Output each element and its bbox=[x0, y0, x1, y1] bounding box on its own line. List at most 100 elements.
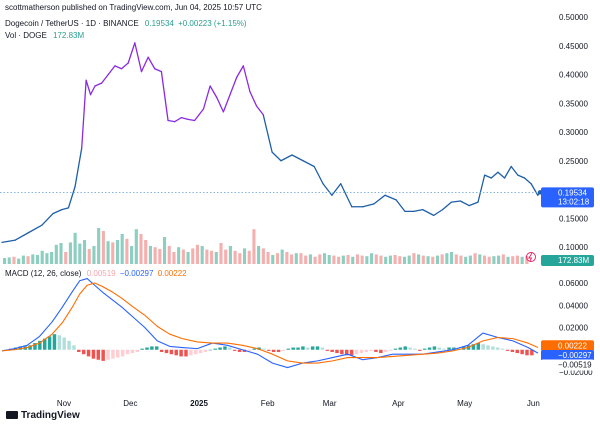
price-axis-tick: 0.45000 bbox=[559, 42, 588, 51]
volume-bar bbox=[525, 256, 529, 264]
last-price-badge-text: 0.19534 bbox=[558, 188, 587, 197]
price-line-segment bbox=[384, 194, 397, 201]
macd-legend[interactable]: MACD (12, 26, close) 0.00519 −0.00297 0.… bbox=[5, 270, 187, 278]
volume-bar bbox=[294, 253, 298, 264]
macd-histogram-bar bbox=[422, 348, 427, 350]
volume-bar bbox=[459, 255, 463, 264]
macd-histogram-bar bbox=[57, 335, 62, 350]
time-axis-tick: Nov bbox=[57, 399, 71, 408]
macd-histogram-bar bbox=[135, 349, 140, 352]
volume-bar bbox=[355, 254, 360, 264]
price-line-segment bbox=[422, 208, 435, 217]
volume-label: Vol · DOGE bbox=[5, 31, 47, 40]
volume-bar bbox=[421, 255, 425, 264]
macd-histogram-bar bbox=[252, 348, 256, 350]
macd-histogram-bar bbox=[174, 349, 178, 356]
volume-bar bbox=[21, 255, 25, 264]
macd-histogram-bar bbox=[38, 340, 42, 350]
time-axis-tick: 2025 bbox=[190, 399, 208, 408]
volume-badge-box bbox=[541, 255, 594, 266]
price-line-segment bbox=[85, 79, 92, 96]
volume-bar bbox=[271, 255, 275, 264]
price-line-segment bbox=[114, 65, 123, 70]
time-axis-tick: Mar bbox=[323, 399, 337, 408]
macd-axis-tick: −0.02000 bbox=[559, 368, 593, 377]
volume-bar bbox=[407, 255, 411, 264]
volume-bar bbox=[261, 248, 265, 264]
lightning-icon bbox=[526, 252, 536, 262]
price-axis-tick: 0.30000 bbox=[559, 128, 588, 137]
price-axis-tick: 0.10000 bbox=[559, 243, 588, 252]
volume-bar bbox=[219, 243, 223, 264]
macd-histogram-bar bbox=[164, 349, 169, 354]
volume-bar bbox=[412, 253, 416, 264]
volume-bar bbox=[242, 248, 247, 264]
volume-bar bbox=[158, 249, 162, 264]
macd-histogram-bar bbox=[179, 349, 183, 357]
macd-histogram-bar bbox=[388, 349, 393, 351]
macd-histogram-bar bbox=[237, 349, 242, 352]
volume-bar bbox=[313, 256, 317, 264]
macd-histogram-bar bbox=[91, 349, 96, 359]
price-line-segment bbox=[459, 200, 470, 207]
macd-histogram-bar bbox=[418, 349, 422, 351]
macd-line bbox=[1, 277, 539, 369]
volume-bar bbox=[360, 255, 364, 264]
price-line-segment bbox=[140, 56, 149, 73]
macd-histogram-bar bbox=[18, 346, 23, 350]
macd-histogram-bar bbox=[145, 347, 149, 350]
volume-bar bbox=[186, 252, 190, 264]
macd-histogram-bar bbox=[81, 349, 86, 355]
macd-histogram-bar bbox=[520, 349, 524, 355]
time-axis-tick: May bbox=[457, 399, 472, 408]
price-line-segment bbox=[271, 151, 282, 162]
macd-histogram-bar bbox=[413, 348, 417, 350]
macd-histogram-bar bbox=[116, 349, 120, 358]
macd-histogram-bar bbox=[198, 349, 203, 354]
macd-histogram-bar bbox=[130, 349, 135, 354]
macd-value: −0.00297 bbox=[119, 269, 154, 278]
time-axis-tick: Dec bbox=[123, 399, 137, 408]
price-axis-tick: 0.50000 bbox=[559, 13, 588, 22]
volume-bar bbox=[322, 253, 327, 264]
volume-legend[interactable]: Vol · DOGE 172.83M bbox=[5, 32, 84, 40]
volume-bar bbox=[40, 250, 44, 264]
price-line-segment bbox=[216, 96, 225, 113]
macd-histogram-bar bbox=[349, 349, 354, 356]
tradingview-logo[interactable]: TradingView bbox=[6, 411, 80, 421]
volume-bar bbox=[26, 256, 30, 264]
macd-histogram-bar bbox=[155, 346, 159, 350]
price-line-segment bbox=[120, 62, 129, 70]
volume-bar bbox=[87, 249, 91, 264]
symbol-legend[interactable]: Dogecoin / TetherUS · 1D · BINANCE 0.195… bbox=[5, 20, 247, 28]
volume-bar bbox=[370, 253, 374, 264]
macd-histogram-bar bbox=[47, 336, 52, 350]
volume-bar bbox=[257, 246, 261, 264]
volume-bar bbox=[111, 242, 115, 264]
volume-bar bbox=[31, 254, 35, 264]
macd-histogram-bar bbox=[374, 349, 378, 352]
macd-histogram-bar bbox=[262, 348, 266, 350]
macd-axis-tick: 0.06000 bbox=[559, 279, 588, 288]
volume-bar bbox=[454, 254, 458, 264]
macd-axis-tick: 0.02000 bbox=[559, 324, 588, 333]
price-line-segment bbox=[160, 70, 169, 122]
macd-histogram-bar bbox=[296, 347, 300, 350]
macd-histogram-bar bbox=[442, 348, 446, 350]
volume-bar bbox=[200, 246, 204, 264]
macd-hist-value: 0.00519 bbox=[86, 269, 116, 278]
time-axis-tick: Feb bbox=[261, 399, 275, 408]
macd-histogram-bar bbox=[340, 349, 344, 355]
macd-histogram-bar bbox=[335, 349, 339, 354]
macd-histogram-bar bbox=[383, 349, 388, 352]
volume-bar bbox=[238, 253, 242, 264]
macd-histogram-bar bbox=[150, 346, 154, 350]
volume-bar bbox=[478, 254, 482, 264]
price-line-segment bbox=[174, 116, 182, 123]
volume-bar bbox=[497, 255, 501, 264]
macd-histogram-bar bbox=[301, 346, 305, 350]
volume-bar bbox=[506, 256, 510, 264]
price-line-segment bbox=[61, 207, 70, 211]
macd-histogram-bar bbox=[281, 349, 286, 351]
